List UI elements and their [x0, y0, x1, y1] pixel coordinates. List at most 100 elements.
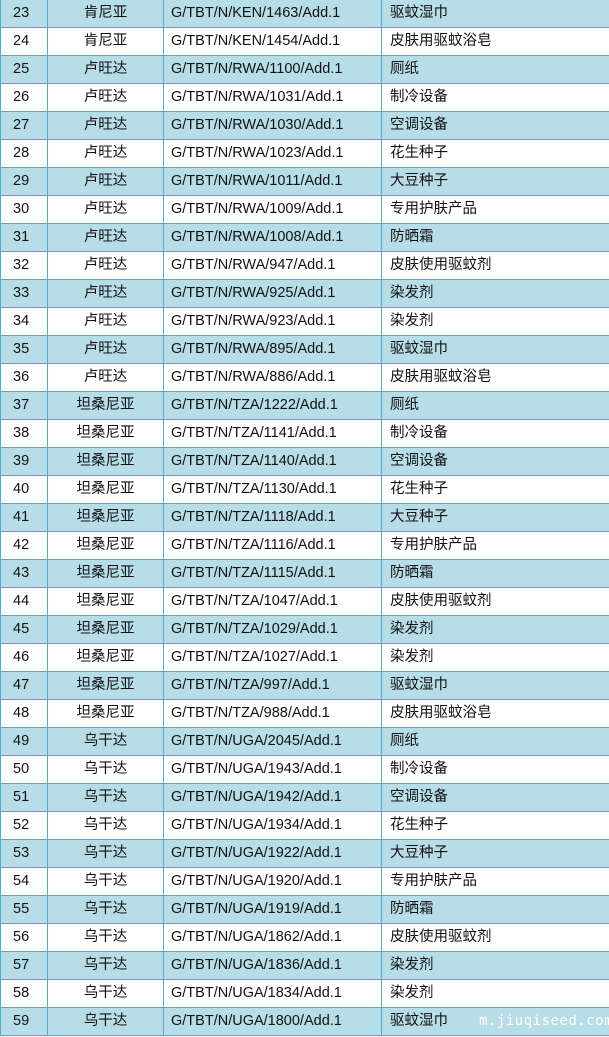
product-cell: 防晒霜: [381, 223, 609, 252]
notification-code-cell: G/TBT/N/UGA/1834/Add.1: [163, 979, 382, 1008]
notification-code-cell: G/TBT/N/RWA/886/Add.1: [163, 363, 382, 392]
notification-code-cell: G/TBT/N/UGA/1862/Add.1: [163, 923, 382, 952]
notification-code-cell: G/TBT/N/UGA/1920/Add.1: [163, 867, 382, 896]
product-cell: 染发剂: [381, 307, 609, 336]
watermark: m.jiuqiseed.com: [479, 1013, 609, 1029]
country-cell: 乌干达: [47, 979, 164, 1008]
row-number: 56: [0, 923, 48, 952]
notification-code-cell: G/TBT/N/UGA/1800/Add.1: [163, 1007, 382, 1036]
country-cell: 卢旺达: [47, 363, 164, 392]
product-cell: 制冷设备: [381, 755, 609, 784]
product-cell: 染发剂: [381, 643, 609, 672]
country-cell: 坦桑尼亚: [47, 615, 164, 644]
country-cell: 坦桑尼亚: [47, 447, 164, 476]
row-number: 36: [0, 363, 48, 392]
notification-code-cell: G/TBT/N/RWA/1009/Add.1: [163, 195, 382, 224]
notification-code-cell: G/TBT/N/TZA/1222/Add.1: [163, 391, 382, 420]
country-cell: 坦桑尼亚: [47, 643, 164, 672]
product-cell: 制冷设备: [381, 83, 609, 112]
row-number: 33: [0, 279, 48, 308]
table-row: 58 乌干达 G/TBT/N/UGA/1834/Add.1 染发剂: [0, 979, 609, 1008]
row-number: 50: [0, 755, 48, 784]
row-number: 34: [0, 307, 48, 336]
row-number: 43: [0, 559, 48, 588]
row-number: 39: [0, 447, 48, 476]
table-row: 53 乌干达 G/TBT/N/UGA/1922/Add.1 大豆种子: [0, 839, 609, 868]
table-row: 55 乌干达 G/TBT/N/UGA/1919/Add.1 防晒霜: [0, 895, 609, 924]
notification-code-cell: G/TBT/N/TZA/1115/Add.1: [163, 559, 382, 588]
row-number: 52: [0, 811, 48, 840]
product-cell: 染发剂: [381, 979, 609, 1008]
notification-code-cell: G/TBT/N/TZA/1029/Add.1: [163, 615, 382, 644]
product-cell: 驱蚊湿巾: [381, 0, 609, 28]
country-cell: 乌干达: [47, 923, 164, 952]
country-cell: 乌干达: [47, 895, 164, 924]
row-number: 29: [0, 167, 48, 196]
table-row: 42 坦桑尼亚 G/TBT/N/TZA/1116/Add.1 专用护肤产品: [0, 531, 609, 560]
product-cell: 花生种子: [381, 475, 609, 504]
table-row: 43 坦桑尼亚 G/TBT/N/TZA/1115/Add.1 防晒霜: [0, 559, 609, 588]
row-number: 48: [0, 699, 48, 728]
row-number: 47: [0, 671, 48, 700]
country-cell: 卢旺达: [47, 279, 164, 308]
notification-code-cell: G/TBT/N/TZA/1116/Add.1: [163, 531, 382, 560]
product-cell: 染发剂: [381, 951, 609, 980]
row-number: 26: [0, 83, 48, 112]
country-cell: 坦桑尼亚: [47, 475, 164, 504]
notification-code-cell: G/TBT/N/TZA/988/Add.1: [163, 699, 382, 728]
notification-code-cell: G/TBT/N/RWA/1011/Add.1: [163, 167, 382, 196]
country-cell: 卢旺达: [47, 167, 164, 196]
row-number: 55: [0, 895, 48, 924]
table-row: 52 乌干达 G/TBT/N/UGA/1934/Add.1 花生种子: [0, 811, 609, 840]
table-row: 35 卢旺达 G/TBT/N/RWA/895/Add.1 驱蚊湿巾: [0, 335, 609, 364]
notification-code-cell: G/TBT/N/TZA/997/Add.1: [163, 671, 382, 700]
notification-code-cell: G/TBT/N/KEN/1463/Add.1: [163, 0, 382, 28]
notification-code-cell: G/TBT/N/RWA/1031/Add.1: [163, 83, 382, 112]
table-row: 48 坦桑尼亚 G/TBT/N/TZA/988/Add.1 皮肤用驱蚊浴皂: [0, 699, 609, 728]
row-number: 31: [0, 223, 48, 252]
product-cell: 花生种子: [381, 811, 609, 840]
notification-code-cell: G/TBT/N/UGA/1934/Add.1: [163, 811, 382, 840]
table-row: 59 乌干达 G/TBT/N/UGA/1800/Add.1 驱蚊湿巾: [0, 1007, 609, 1036]
product-cell: 皮肤使用驱蚊剂: [381, 587, 609, 616]
row-number: 49: [0, 727, 48, 756]
notification-code-cell: G/TBT/N/RWA/947/Add.1: [163, 251, 382, 280]
row-number: 57: [0, 951, 48, 980]
country-cell: 肯尼亚: [47, 0, 164, 28]
table-row: 40 坦桑尼亚 G/TBT/N/TZA/1130/Add.1 花生种子: [0, 475, 609, 504]
country-cell: 坦桑尼亚: [47, 503, 164, 532]
row-number: 59: [0, 1007, 48, 1036]
notification-code-cell: G/TBT/N/TZA/1141/Add.1: [163, 419, 382, 448]
product-cell: 专用护肤产品: [381, 867, 609, 896]
notification-code-cell: G/TBT/N/TZA/1027/Add.1: [163, 643, 382, 672]
product-cell: 染发剂: [381, 279, 609, 308]
row-number: 40: [0, 475, 48, 504]
country-cell: 卢旺达: [47, 195, 164, 224]
table-row: 29 卢旺达 G/TBT/N/RWA/1011/Add.1 大豆种子: [0, 167, 609, 196]
table-row: 31 卢旺达 G/TBT/N/RWA/1008/Add.1 防晒霜: [0, 223, 609, 252]
product-cell: 皮肤用驱蚊浴皂: [381, 363, 609, 392]
country-cell: 乌干达: [47, 727, 164, 756]
row-number: 37: [0, 391, 48, 420]
row-number: 44: [0, 587, 48, 616]
row-number: 27: [0, 111, 48, 140]
notification-code-cell: G/TBT/N/UGA/1943/Add.1: [163, 755, 382, 784]
product-cell: 专用护肤产品: [381, 531, 609, 560]
table-row: 56 乌干达 G/TBT/N/UGA/1862/Add.1 皮肤使用驱蚊剂: [0, 923, 609, 952]
row-number: 51: [0, 783, 48, 812]
country-cell: 卢旺达: [47, 83, 164, 112]
notification-code-cell: G/TBT/N/TZA/1118/Add.1: [163, 503, 382, 532]
row-number: 58: [0, 979, 48, 1008]
notification-code-cell: G/TBT/N/TZA/1140/Add.1: [163, 447, 382, 476]
row-number: 30: [0, 195, 48, 224]
row-number: 54: [0, 867, 48, 896]
country-cell: 坦桑尼亚: [47, 699, 164, 728]
notification-code-cell: G/TBT/N/UGA/2045/Add.1: [163, 727, 382, 756]
product-cell: 花生种子: [381, 139, 609, 168]
product-cell: 空调设备: [381, 447, 609, 476]
row-number: 41: [0, 503, 48, 532]
product-cell: 厕纸: [381, 55, 609, 84]
country-cell: 乌干达: [47, 951, 164, 980]
product-cell: 制冷设备: [381, 419, 609, 448]
